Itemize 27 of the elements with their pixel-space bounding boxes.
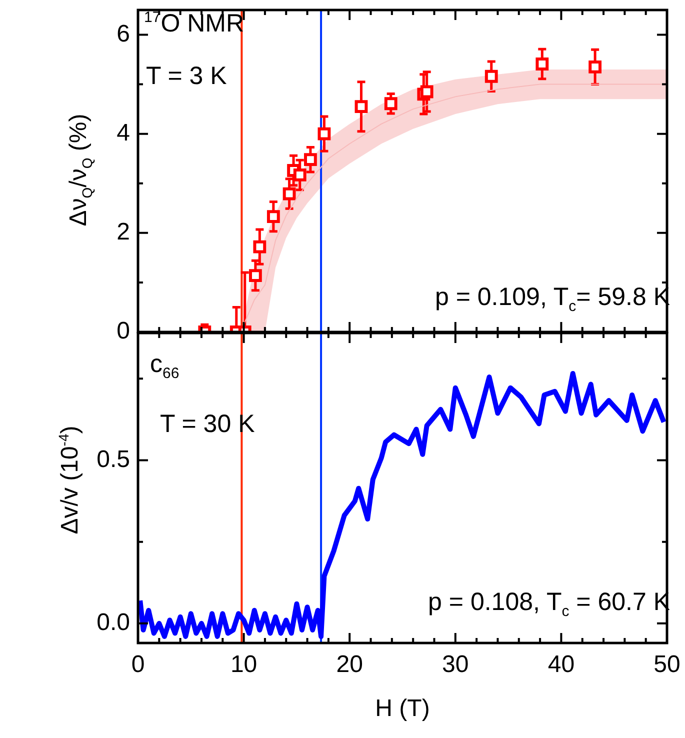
y-tick-label: 0.5 bbox=[96, 446, 130, 473]
x-tick-label: 50 bbox=[654, 651, 680, 678]
x-tick-label: 30 bbox=[442, 651, 469, 678]
x-tick-label: 10 bbox=[230, 651, 258, 678]
point bbox=[293, 168, 306, 182]
x-tick-label: 40 bbox=[548, 651, 575, 678]
point bbox=[384, 97, 398, 110]
x-tick-label: 20 bbox=[336, 651, 363, 678]
x-axis-title: H (T) bbox=[375, 695, 430, 722]
point bbox=[484, 70, 498, 83]
point bbox=[354, 100, 368, 114]
point bbox=[536, 58, 549, 70]
y-tick-label: 2 bbox=[116, 218, 130, 246]
annotation: T = 3 K bbox=[146, 62, 227, 90]
y-tick-label: 4 bbox=[116, 119, 130, 146]
y-tick-label: 0.0 bbox=[96, 609, 130, 636]
annotation: c$_{66}$ bbox=[150, 350, 180, 382]
point bbox=[420, 85, 434, 98]
point bbox=[266, 210, 280, 224]
point bbox=[253, 240, 266, 254]
point bbox=[248, 269, 262, 282]
y-tick-label: 0 bbox=[116, 318, 130, 345]
point bbox=[588, 60, 602, 74]
point bbox=[304, 153, 317, 166]
y-tick-label: 6 bbox=[116, 20, 130, 48]
point bbox=[318, 127, 331, 140]
point bbox=[282, 187, 296, 200]
